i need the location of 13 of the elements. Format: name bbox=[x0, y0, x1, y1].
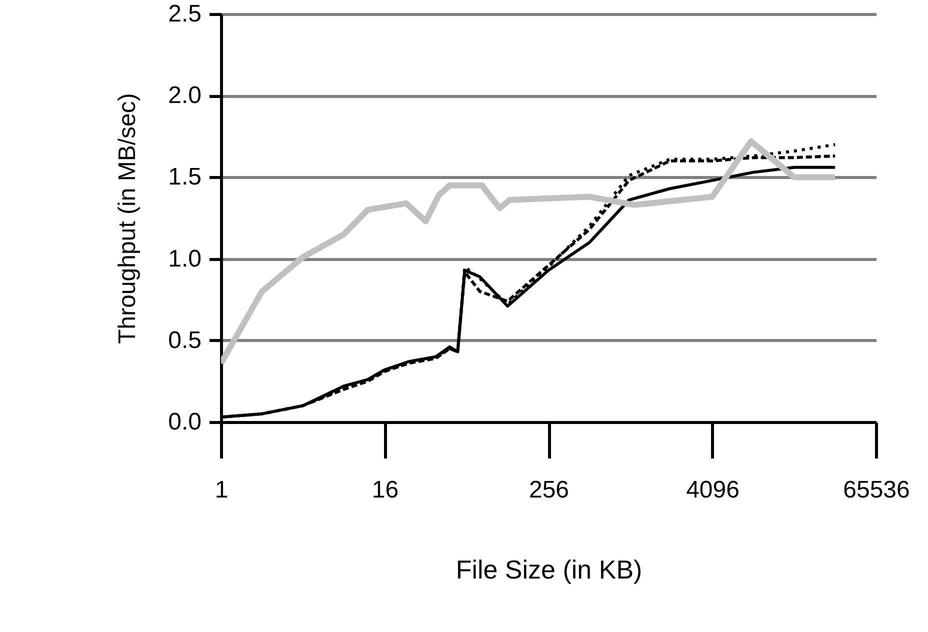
x-tick-label: 65536 bbox=[843, 476, 910, 504]
y-tick-label: 1.0 bbox=[168, 245, 202, 272]
x-axis-title: File Size (in KB) bbox=[456, 554, 642, 584]
x-tick-label: 1 bbox=[214, 476, 228, 504]
y-tick-label: 0.5 bbox=[168, 326, 202, 354]
y-tick-label: 0.0 bbox=[168, 408, 202, 436]
y-axis-title: Throughput (in MB/sec) bbox=[114, 93, 142, 344]
x-tick-label: 16 bbox=[372, 476, 399, 504]
x-tick-label: 256 bbox=[528, 476, 570, 504]
y-tick-label: 2.0 bbox=[168, 82, 202, 110]
y-tick-label: 2.5 bbox=[168, 0, 202, 28]
x-tick-label: 4096 bbox=[686, 476, 740, 504]
y-tick-label: 1.5 bbox=[168, 164, 202, 191]
